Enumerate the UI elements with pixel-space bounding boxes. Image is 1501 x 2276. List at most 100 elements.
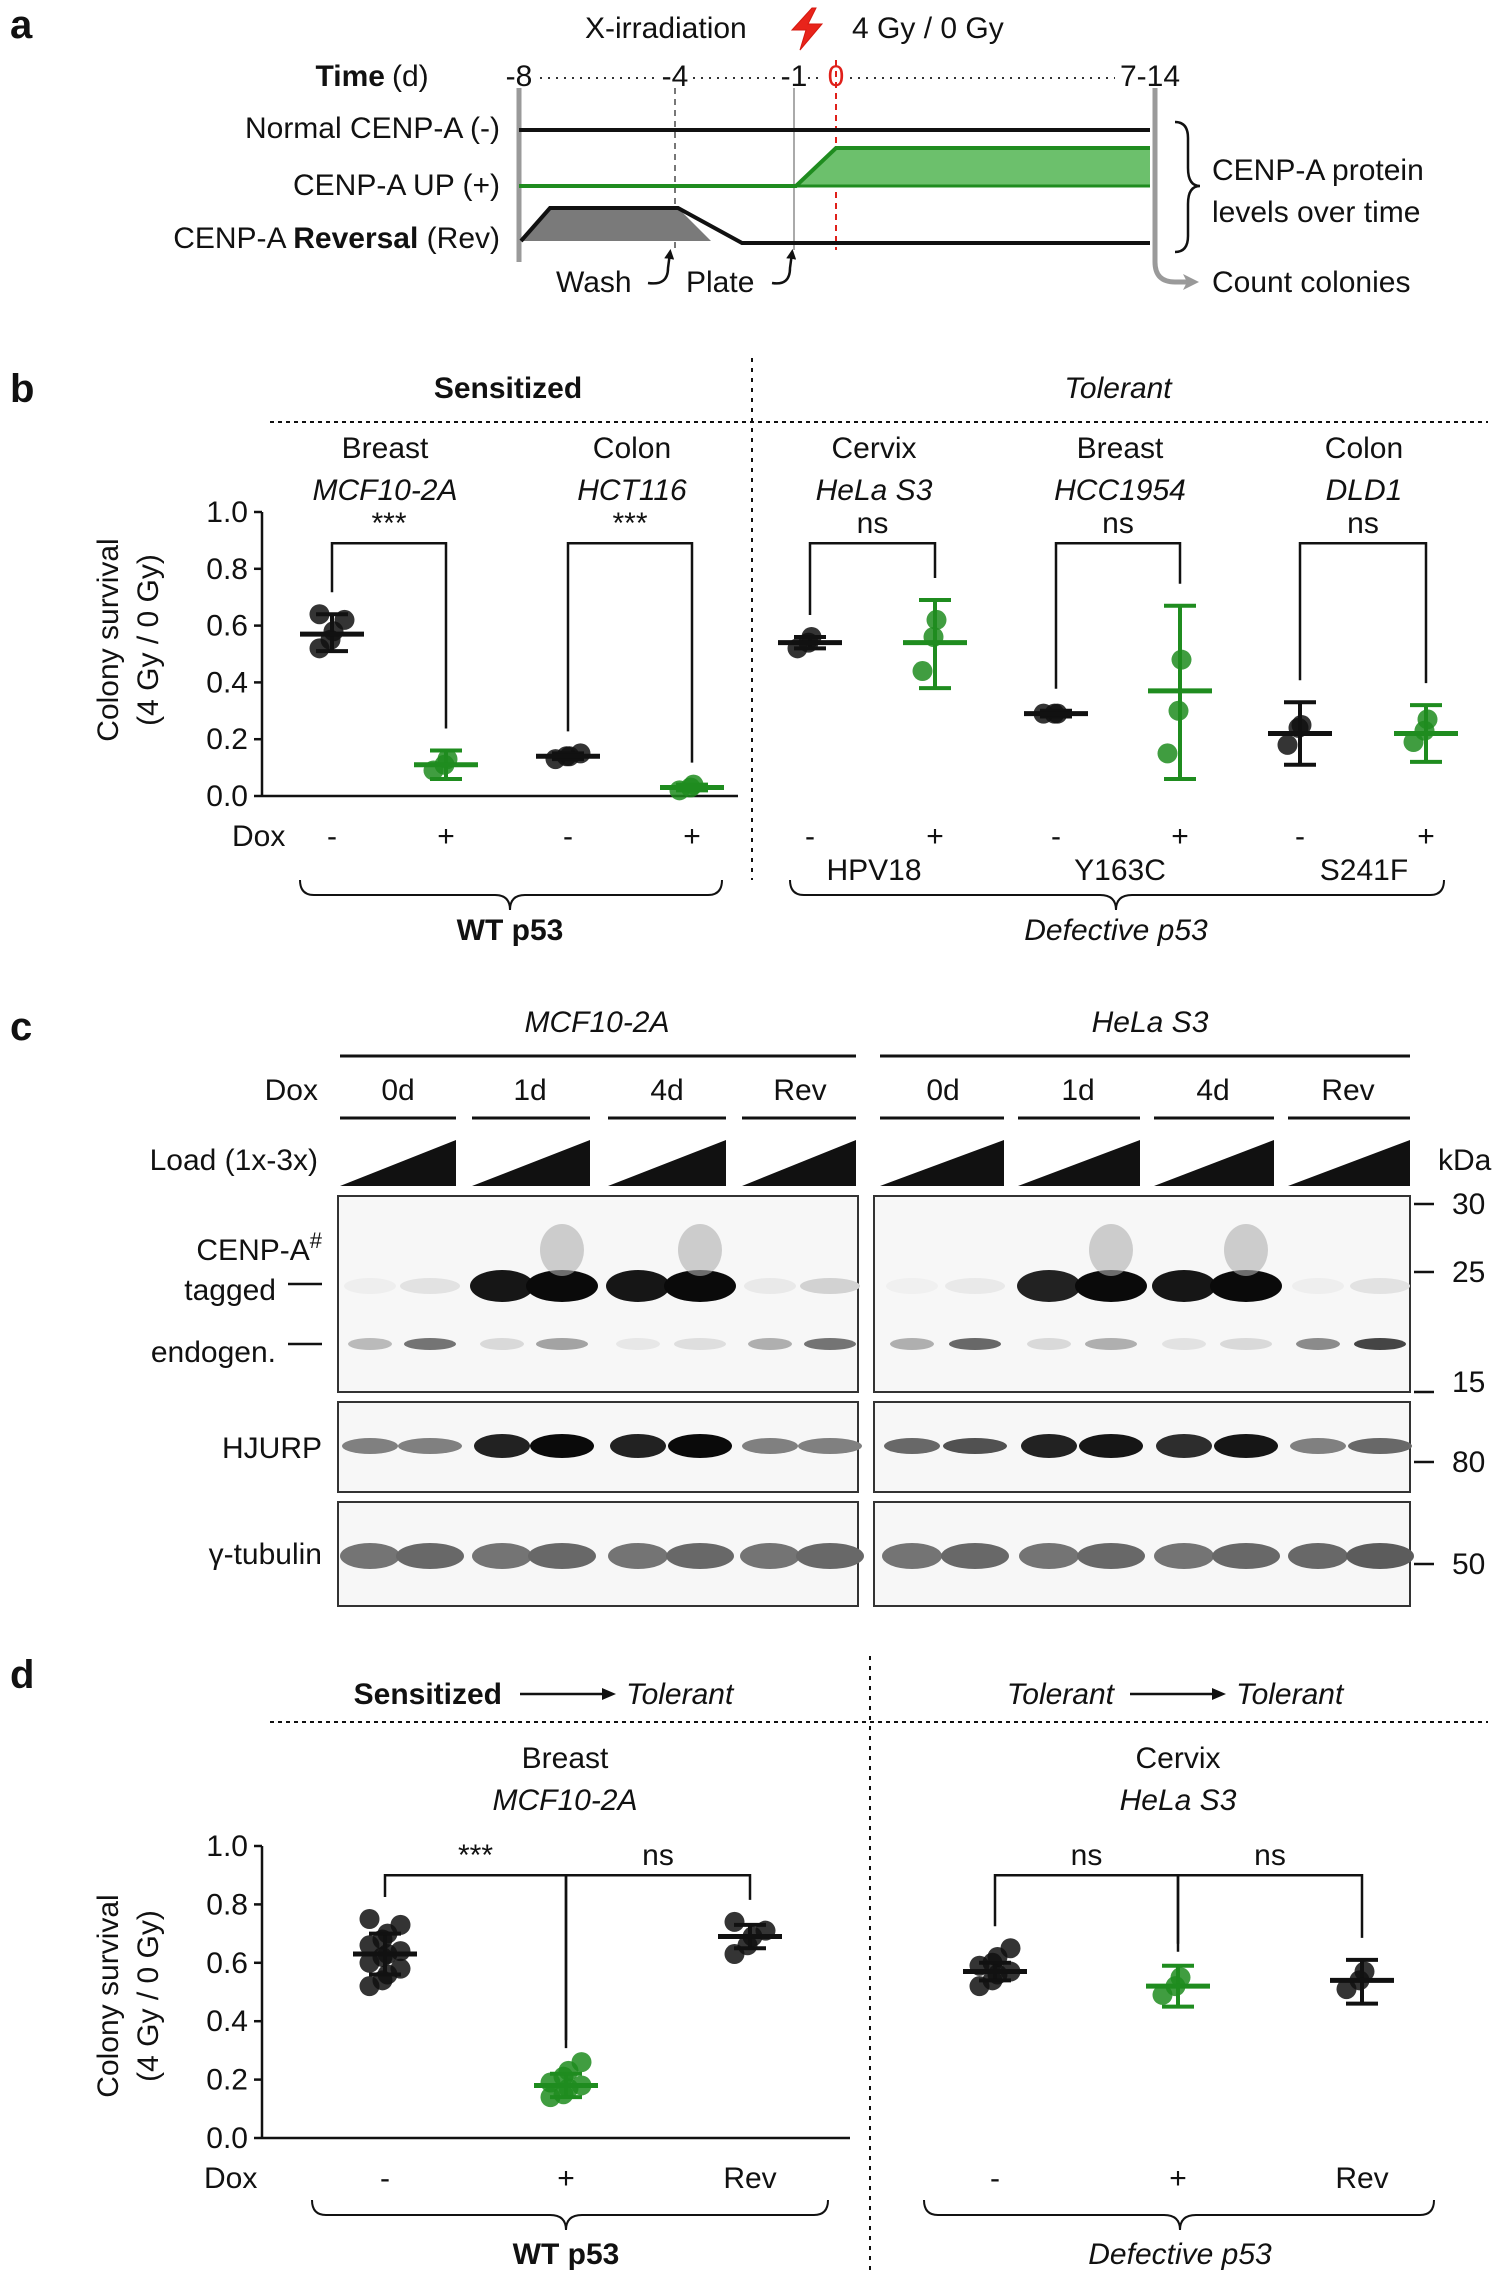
time-unit: (d) bbox=[392, 60, 429, 93]
marker-50: 50 bbox=[1452, 1548, 1485, 1581]
band-endogenous bbox=[890, 1338, 934, 1350]
band-hjurp bbox=[1214, 1434, 1278, 1458]
lightning-icon bbox=[790, 7, 824, 51]
group-sensitized: Sensitized bbox=[434, 372, 582, 405]
band-endogenous bbox=[949, 1338, 1001, 1350]
band-hjurp bbox=[1156, 1434, 1212, 1458]
band-tagged bbox=[744, 1278, 796, 1294]
band-hjurp bbox=[884, 1438, 940, 1454]
cenpa-up-fill bbox=[796, 148, 1150, 186]
band-tubulin bbox=[882, 1543, 942, 1569]
band-smear bbox=[1089, 1224, 1133, 1276]
band-tagged bbox=[526, 1270, 598, 1302]
significance-label: ns bbox=[1071, 1839, 1103, 1872]
data-group bbox=[1330, 1957, 1394, 2006]
y-tick-label: 0.2 bbox=[206, 723, 248, 756]
band-tubulin bbox=[1077, 1543, 1145, 1569]
cell-5-tissue: Colon bbox=[1325, 432, 1403, 465]
band-tubulin bbox=[1288, 1543, 1348, 1569]
data-group bbox=[300, 604, 364, 659]
panel-c: c MCF10-2A HeLa S3 Dox 0d 1d 4d Rev 0d 1… bbox=[10, 1005, 1492, 1607]
significance-label: ns bbox=[1102, 507, 1134, 540]
comparison-bracket bbox=[383, 1873, 568, 2041]
cell-1-line: MCF10-2A bbox=[312, 474, 457, 507]
band-hjurp bbox=[742, 1438, 798, 1454]
y-tick-label: 0.6 bbox=[206, 610, 248, 643]
chart-d: 0.0 0.2 0.4 0.6 0.8 1.0 - + Rev - + Rev *** ns ns ns bbox=[206, 1830, 1394, 2195]
dox-value: Rev bbox=[723, 2162, 776, 2195]
data-group bbox=[414, 748, 478, 781]
band-tagged bbox=[470, 1270, 534, 1302]
mutation-2: Y163C bbox=[1074, 854, 1166, 887]
dox-value: + bbox=[1171, 820, 1189, 853]
mutation-3: S241F bbox=[1320, 854, 1408, 887]
band-endogenous bbox=[536, 1338, 588, 1350]
day-minus-4: -4 bbox=[662, 60, 689, 93]
data-point bbox=[390, 1941, 411, 1962]
panel-b-letter: b bbox=[10, 367, 34, 411]
wt-brace-d bbox=[311, 2199, 829, 2231]
group-right-to: Tolerant bbox=[1236, 1678, 1345, 1711]
band-hjurp bbox=[342, 1438, 398, 1454]
data-group bbox=[1146, 1963, 1210, 2009]
panel-d: d Sensitized Tolerant Tolerant Tolerant … bbox=[10, 1653, 1488, 2271]
y-tick-label: 1.0 bbox=[206, 1830, 248, 1863]
group-left-to: Tolerant bbox=[626, 1678, 735, 1711]
band-endogenous bbox=[1085, 1338, 1137, 1350]
group-left-from: Sensitized bbox=[354, 1678, 502, 1711]
band-tagged bbox=[800, 1278, 860, 1294]
comparison-bracket bbox=[566, 541, 694, 763]
load-label: Load (1x-3x) bbox=[150, 1144, 318, 1177]
tp-1-0d: 0d bbox=[381, 1074, 414, 1107]
tp-2-4d: 4d bbox=[1196, 1074, 1229, 1107]
tp-2-0d: 0d bbox=[926, 1074, 959, 1107]
row-normal-label: Normal CENP-A (-) bbox=[245, 112, 500, 145]
significance-label: *** bbox=[458, 1839, 493, 1872]
data-group bbox=[353, 1909, 417, 1997]
band-endogenous bbox=[348, 1338, 392, 1350]
dox-value: + bbox=[683, 820, 701, 853]
panel-a: a X-irradiation 4 Gy / 0 Gy Time (d) -8 … bbox=[10, 3, 1424, 299]
y-tick-label: 0.8 bbox=[206, 1888, 248, 1921]
dox-value: - bbox=[1051, 820, 1061, 853]
data-group bbox=[1394, 703, 1458, 764]
significance-label: ns bbox=[642, 1839, 674, 1872]
y-tick-label: 1.0 bbox=[206, 496, 248, 529]
band-hjurp bbox=[1079, 1434, 1143, 1458]
data-group bbox=[963, 1938, 1027, 1997]
band-tagged bbox=[1210, 1270, 1282, 1302]
brace-text-1: CENP-A protein bbox=[1212, 154, 1424, 187]
band-hjurp bbox=[610, 1434, 666, 1458]
band-endogenous bbox=[748, 1338, 792, 1350]
data-point bbox=[390, 1914, 411, 1935]
wash-arrow bbox=[647, 249, 675, 285]
defective-label-b: Defective p53 bbox=[1024, 914, 1208, 947]
y-axis-label-d-2: (4 Gy / 0 Gy) bbox=[132, 1910, 165, 2082]
panel-b: b Sensitized Tolerant Breast MCF10-2A Co… bbox=[10, 358, 1488, 947]
defective-brace-b bbox=[789, 879, 1445, 911]
dox-value: - bbox=[990, 2162, 1000, 2195]
band-tagged bbox=[344, 1278, 396, 1294]
defective-brace-d bbox=[923, 2199, 1435, 2231]
tp-1-rev: Rev bbox=[773, 1074, 826, 1107]
cell-2-tissue: Colon bbox=[593, 432, 671, 465]
band-hjurp bbox=[474, 1434, 530, 1458]
band-tubulin bbox=[472, 1543, 532, 1569]
d-cell-1-tissue: Breast bbox=[522, 1742, 609, 1775]
defective-label-d: Defective p53 bbox=[1088, 2238, 1272, 2271]
dox-label-d: Dox bbox=[204, 2162, 257, 2195]
band-cenpa: CENP-A# bbox=[196, 1228, 322, 1267]
comparison-bracket bbox=[1298, 541, 1428, 684]
data-point bbox=[359, 1909, 380, 1929]
dox-value: - bbox=[380, 2162, 390, 2195]
count-arrow bbox=[1152, 261, 1199, 290]
reversal-line bbox=[519, 206, 1150, 245]
y-axis-label-b-1: Colony survival bbox=[92, 538, 125, 741]
blot-bands bbox=[340, 1224, 1414, 1569]
band-endogenous bbox=[404, 1338, 456, 1350]
comparison-bracket bbox=[566, 1873, 752, 1900]
band-smear bbox=[1224, 1224, 1268, 1276]
comparison-bracket bbox=[808, 541, 937, 615]
day-7-14: 7-14 bbox=[1120, 60, 1180, 93]
dose-label: 4 Gy / 0 Gy bbox=[852, 12, 1004, 45]
